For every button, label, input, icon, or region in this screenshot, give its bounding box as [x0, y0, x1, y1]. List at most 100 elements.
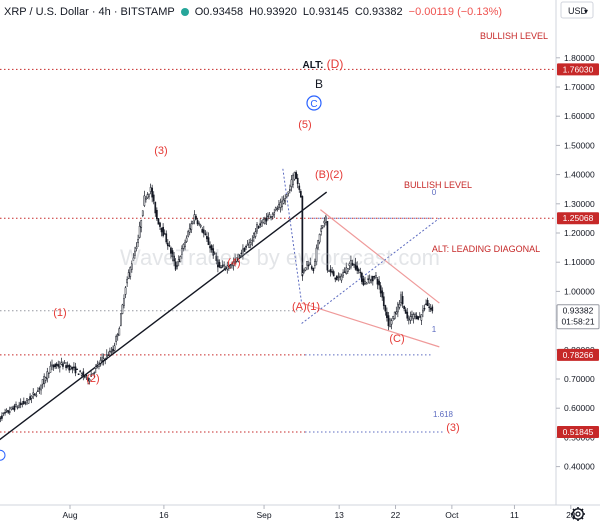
candle-body	[148, 193, 150, 197]
candle-body	[37, 390, 39, 392]
candle-body	[102, 358, 105, 361]
wave-3-label: (3)	[154, 145, 167, 157]
candle-body	[129, 267, 132, 277]
countdown-label: 01:58:21	[561, 317, 594, 327]
price-tag	[556, 304, 600, 330]
candle-body	[199, 224, 202, 227]
candle-body	[314, 261, 316, 266]
symbol-label[interactable]: XRP / U.S. Dollar · 4h · BITSTAMP	[4, 6, 175, 18]
candle-body	[85, 374, 88, 377]
price-tick-label: 0.70000	[564, 374, 595, 384]
candle-body	[337, 276, 340, 279]
time-tick-label: Sep	[256, 510, 271, 520]
candle-body	[195, 215, 197, 220]
wave-5-label: (5)	[298, 119, 311, 131]
price-tag	[557, 348, 599, 361]
candle-body	[68, 364, 71, 371]
wave-a1-label: (A)(1)	[292, 301, 320, 313]
candle-body	[378, 280, 380, 286]
candle-body	[123, 298, 125, 306]
candle-body	[121, 304, 124, 314]
diagonal-upper-line	[320, 209, 440, 304]
candle-body	[381, 290, 384, 298]
candle-body	[91, 373, 94, 376]
candle-body	[157, 218, 160, 225]
candle-body	[15, 404, 17, 407]
candle-body	[179, 256, 182, 263]
candle-body	[270, 216, 272, 218]
candle-body	[274, 207, 277, 211]
candle-body	[60, 362, 63, 365]
candle-body	[21, 403, 24, 405]
candle-body	[190, 223, 193, 230]
time-tick-label: 16	[159, 510, 169, 520]
candle-body	[96, 363, 99, 366]
candle-body	[246, 243, 249, 246]
candle-body	[44, 377, 47, 381]
candle-body	[325, 216, 327, 223]
candle-body	[235, 257, 238, 262]
wave-1-label: (1)	[53, 307, 66, 319]
candle-body	[198, 223, 200, 225]
candle-body	[354, 262, 357, 270]
wave-c-label: (C)	[389, 333, 404, 345]
chevron-down-icon: ▾	[584, 7, 588, 16]
candle-body	[425, 303, 427, 305]
candle-body	[359, 271, 362, 274]
candle-body	[357, 269, 360, 272]
candle-body	[124, 287, 127, 295]
candle-body	[367, 278, 369, 280]
candle-body	[406, 311, 409, 319]
candle-body	[0, 417, 2, 420]
candle-body	[429, 307, 432, 310]
candle-body	[273, 212, 276, 215]
candle-body	[16, 407, 19, 409]
candle-body	[392, 315, 395, 319]
trendline	[0, 191, 328, 441]
price-tag	[557, 426, 599, 439]
candle-body	[38, 388, 41, 390]
candle-body	[220, 267, 222, 269]
candle-body	[135, 246, 138, 249]
price-tick-label: 1.80000	[564, 53, 595, 63]
candle-body	[361, 272, 363, 282]
high-value: H0.93920	[249, 6, 297, 18]
candle-body	[48, 372, 50, 375]
price-tag-label: 0.93382	[563, 306, 594, 316]
candle-body	[184, 242, 186, 247]
candle-body	[403, 305, 405, 310]
wave-c-circle-icon	[306, 95, 322, 111]
currency-selector[interactable]: USD ▾	[560, 1, 594, 19]
alt-d-label: (D)	[327, 57, 344, 71]
candle-body	[12, 407, 14, 410]
bullish-level-mid-label: BULLISH LEVEL	[404, 180, 472, 190]
alt-leading-diagonal-label: ALT: LEADING DIAGONAL	[432, 244, 540, 254]
candle-body	[113, 345, 116, 351]
candle-body	[192, 221, 194, 225]
candle-body	[345, 267, 348, 274]
candle-body	[401, 295, 404, 305]
time-tick-label: 20	[566, 510, 576, 520]
candle-body	[160, 227, 163, 233]
candle-body	[303, 270, 305, 273]
candle-body	[417, 316, 420, 320]
candle-body	[99, 359, 102, 364]
candle-body	[285, 194, 288, 198]
candle-body	[263, 218, 266, 225]
candle-body	[348, 263, 351, 266]
wave-c-circle-label: C	[310, 99, 317, 110]
candle-body	[152, 194, 155, 202]
gear-icon[interactable]	[571, 507, 585, 521]
time-tick-label: 13	[334, 510, 344, 520]
candle-body	[315, 247, 318, 262]
candle-body	[296, 177, 299, 185]
candle-body	[217, 259, 219, 268]
candle-body	[69, 366, 72, 370]
candle-body	[265, 217, 268, 222]
candle-body	[423, 308, 426, 310]
candle-body	[284, 198, 287, 202]
candle-body	[77, 373, 80, 375]
candle-body	[259, 223, 261, 226]
candle-body	[104, 359, 107, 361]
